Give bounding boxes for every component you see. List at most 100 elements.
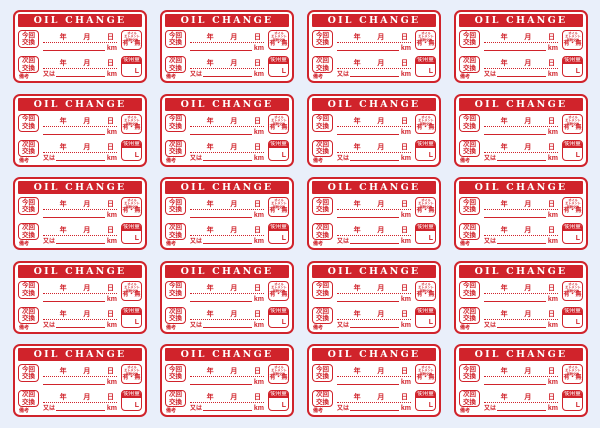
liter-unit-label: L: [575, 235, 580, 242]
yes-no-label: 有・無: [416, 291, 435, 298]
next-change-label-line1: 次回: [463, 307, 476, 315]
km-label: km: [547, 321, 558, 329]
month-label: 月: [524, 60, 532, 67]
current-change-box: 今回 交換: [18, 30, 39, 48]
km-label: km: [106, 379, 117, 386]
current-date-field: 年 月 日: [484, 117, 558, 127]
current-change-fields: 年 月 日 km: [189, 29, 265, 53]
current-change-label-line1: 今回: [22, 198, 35, 206]
element-change-line3: 同時交換: [125, 372, 138, 376]
usage-amount-box: 使用量 L: [268, 223, 289, 244]
current-change-left-column: 今回 交換: [18, 113, 39, 137]
yes-no-label: 有・無: [269, 124, 288, 131]
month-label: 月: [230, 368, 238, 375]
day-label: 日: [107, 201, 115, 208]
or-label: 又は: [484, 406, 497, 412]
km-label: km: [547, 212, 558, 219]
next-date-field: 年 月 日: [484, 143, 558, 153]
current-change-fields: 年 月 日 km: [483, 363, 559, 387]
or-label: 又は: [190, 155, 203, 162]
next-change-box: 次回 交換: [18, 223, 39, 240]
next-date-field: 年 月 日: [337, 393, 411, 403]
element-change-line3: 同時交換: [419, 122, 432, 126]
km-label: km: [400, 128, 411, 136]
next-change-label-line2: 交換: [463, 315, 476, 322]
current-change-label-line1: 今回: [169, 365, 182, 373]
current-date-field: 年 月 日: [337, 200, 411, 210]
current-change-fields: 年 月 日 km: [189, 363, 265, 387]
element-change-text: オイル エレメント 同時交換: [269, 366, 288, 376]
sticker-title: OIL CHANGE: [18, 14, 142, 27]
day-label: 日: [548, 201, 556, 208]
usage-amount-header: 使用量: [122, 391, 141, 398]
usage-amount-header: 使用量: [269, 391, 288, 398]
current-change-box: 今回 交換: [165, 364, 186, 382]
day-label: 日: [254, 60, 262, 67]
next-change-label-line1: 次回: [22, 57, 35, 64]
element-change-line3: 同時交換: [125, 122, 138, 126]
oil-change-sticker: OIL CHANGE 今回 交換 年 月 日 km: [454, 260, 588, 334]
oil-change-sticker: OIL CHANGE 今回 交換 年 月 日 km: [454, 93, 588, 167]
sticker-title: OIL CHANGE: [165, 97, 289, 111]
oil-change-sticker: OIL CHANGE 今回 交換 年 月 日 km: [454, 177, 588, 250]
current-change-label-line2: 交換: [169, 373, 182, 380]
next-date-field: 年 月 日: [43, 393, 117, 403]
current-change-row: 今回 交換 年 月 日 km オイル エレメ: [18, 113, 142, 137]
element-change-line1: オイル: [420, 282, 431, 286]
km-rule-line: [56, 410, 105, 411]
liter-unit-label: L: [428, 318, 433, 326]
month-label: 月: [524, 284, 532, 292]
oil-change-sticker: OIL CHANGE 今回 交換 年 月 日 km: [160, 344, 294, 417]
month-label: 月: [230, 60, 238, 67]
remarks-label: 備考: [19, 324, 30, 331]
next-change-left-column: 次回 交換 備考: [165, 306, 186, 331]
next-change-row: 次回 交換 備考 年 月 日 又は km 使用量: [165, 306, 289, 331]
next-change-fields: 年 月 日 又は km: [42, 389, 118, 413]
next-change-box: 次回 交換: [459, 56, 480, 73]
day-label: 日: [401, 368, 409, 375]
next-change-box: 次回 交換: [459, 306, 480, 324]
element-change-line3: 同時交換: [272, 372, 285, 376]
next-km-field: 又は km: [190, 69, 264, 79]
month-label: 月: [524, 394, 532, 401]
day-label: 日: [401, 394, 409, 401]
or-label: 又は: [484, 72, 497, 78]
next-change-row: 次回 交換 備考 年 月 日 又は km 使用量: [165, 139, 289, 164]
next-change-left-column: 次回 交換 備考: [18, 55, 39, 80]
next-date-field: 年 月 日: [190, 310, 264, 320]
next-change-label-line1: 次回: [463, 57, 476, 64]
day-label: 日: [548, 368, 556, 375]
current-change-left-column: 今回 交換: [18, 29, 39, 53]
or-label: 又は: [337, 72, 350, 78]
liter-unit-label: L: [428, 402, 433, 409]
usage-amount-field: L: [122, 148, 141, 160]
next-change-left-column: 次回 交換 備考: [459, 306, 480, 331]
next-change-box: 次回 交換: [459, 390, 480, 407]
current-date-field: 年 月 日: [190, 284, 264, 294]
current-change-fields: 年 月 日 km: [336, 29, 412, 53]
km-label: km: [547, 45, 558, 52]
usage-amount-header: 使用量: [122, 224, 141, 231]
next-change-row: 次回 交換 備考 年 月 日 又は km 使用量: [312, 55, 436, 80]
month-label: 月: [524, 143, 532, 151]
sticker-title: OIL CHANGE: [312, 348, 436, 361]
km-rule-line: [497, 410, 546, 411]
current-change-label-line2: 交換: [316, 373, 329, 380]
oil-change-sticker: OIL CHANGE 今回 交換 年 月 日 km: [454, 10, 588, 83]
current-change-label-line1: 今回: [169, 198, 182, 206]
element-change-text: オイル エレメント 同時交換: [269, 283, 288, 293]
next-change-label-line2: 交換: [463, 64, 476, 72]
current-change-row: 今回 交換 年 月 日 km オイル エレメ: [459, 196, 583, 220]
usage-amount-header: 使用量: [416, 140, 435, 148]
day-label: 日: [107, 227, 115, 234]
current-change-label-line2: 交換: [463, 373, 476, 380]
element-change-line3: 同時交換: [272, 122, 285, 126]
oil-change-sticker: OIL CHANGE 今回 交換 年 月 日 km: [307, 260, 441, 334]
next-date-field: 年 月 日: [190, 59, 264, 69]
next-change-label-line1: 次回: [169, 140, 182, 148]
next-km-field: 又は km: [484, 236, 558, 246]
oil-change-sticker: OIL CHANGE 今回 交換 年 月 日 km: [307, 344, 441, 417]
element-change-line3: 同時交換: [419, 289, 432, 293]
km-rule-line: [350, 326, 399, 328]
year-label: 年: [500, 34, 508, 41]
